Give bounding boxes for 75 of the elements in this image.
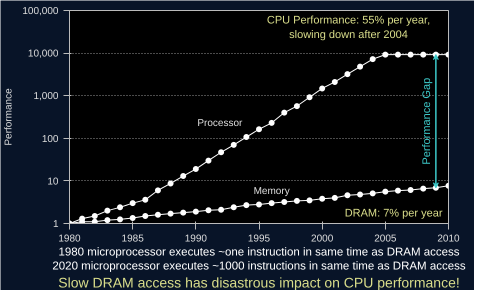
x-tick-label: 1985 (122, 234, 144, 244)
point (92, 213, 98, 219)
point (294, 198, 300, 204)
point (408, 52, 414, 58)
x-tick-label: 1995 (248, 234, 271, 244)
annotation: CPU Performance: 55% per year, slowing down after 2004 (266, 14, 430, 41)
x-tick-label: 2000 (311, 234, 334, 244)
series-label: Processor (197, 118, 244, 130)
point (256, 126, 262, 132)
x-tick-label: 1980 (58, 234, 82, 244)
y-tick-label: 100 (42, 134, 59, 145)
text: 1980 microprocessor executes ~one instruction in same time as DRAM access (58, 246, 460, 258)
point (268, 200, 275, 206)
point (243, 202, 250, 208)
y-tick-label: 10,000 (28, 48, 59, 60)
point (168, 210, 174, 217)
point (180, 173, 186, 180)
point (130, 214, 136, 221)
point (420, 186, 426, 192)
annotation: Performance Gap (420, 78, 433, 165)
y-axis-title: Performance (3, 88, 14, 146)
point (370, 56, 376, 62)
point (168, 180, 174, 186)
point (205, 207, 212, 214)
point (230, 142, 237, 148)
point (382, 52, 388, 58)
annotation: DRAM: 7% per year (344, 208, 443, 220)
point (306, 94, 313, 100)
point (344, 192, 350, 198)
point (420, 52, 426, 58)
y-tick-label: 1 (52, 219, 59, 230)
point (92, 218, 98, 224)
point (382, 188, 388, 195)
point (394, 52, 401, 58)
point (243, 134, 250, 140)
point (218, 206, 224, 213)
x-tick-label: 1990 (184, 234, 208, 244)
point (357, 64, 364, 70)
point (192, 208, 199, 215)
point (230, 204, 237, 210)
point (332, 78, 338, 85)
point (104, 217, 110, 224)
point (117, 204, 124, 210)
y-tick-label: 1,000 (33, 91, 59, 102)
point (344, 71, 350, 78)
point (192, 166, 199, 172)
x-tick-label: 2005 (374, 234, 397, 244)
point (205, 158, 212, 164)
point (306, 197, 313, 204)
point (117, 216, 124, 222)
point (154, 187, 161, 194)
y-tick-label: 100,000 (22, 6, 59, 17)
y-tick-label: 10 (47, 176, 59, 188)
point (394, 188, 401, 194)
text: 2020 microprocessor executes ~1000 instructions in same time as DRAM access (52, 260, 466, 272)
point (256, 201, 262, 208)
point (104, 208, 110, 214)
point (370, 190, 376, 196)
point (281, 110, 288, 116)
point (142, 213, 148, 219)
point (319, 85, 326, 92)
point (294, 103, 300, 110)
point (281, 198, 288, 205)
x-tick-label: 2010 (437, 234, 460, 244)
point (357, 191, 364, 198)
point (154, 212, 161, 218)
point (130, 200, 136, 206)
point (142, 196, 148, 203)
point (408, 187, 414, 194)
point (319, 196, 326, 202)
series-label: Memory (254, 186, 290, 198)
point (268, 120, 275, 126)
point (218, 149, 224, 156)
point (332, 194, 338, 201)
point (180, 210, 186, 216)
